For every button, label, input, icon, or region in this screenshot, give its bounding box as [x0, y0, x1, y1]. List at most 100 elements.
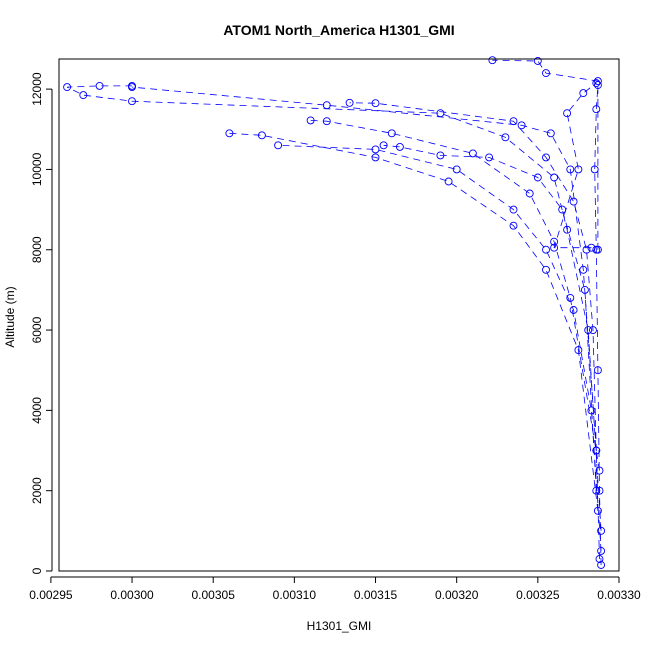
data-point: [593, 81, 602, 90]
data-point: [546, 129, 555, 138]
series-line-profile-4: [229, 132, 599, 511]
data-point: [592, 105, 601, 114]
data-point: [589, 326, 597, 335]
data-point: [563, 109, 572, 118]
data-point: [574, 165, 583, 174]
data-point: [509, 221, 518, 230]
data-point: [436, 151, 445, 160]
data-point: [550, 173, 559, 182]
series-line-profile-3: [278, 144, 602, 551]
data-point: [444, 177, 453, 186]
series-lines: [66, 59, 602, 566]
data-point: [595, 466, 604, 475]
series-line-profile-7: [131, 86, 597, 451]
y-axis: 0 2000 4000 6000 8000 10000 12000: [30, 72, 53, 574]
x-tick-label: 0.00320: [435, 588, 479, 602]
x-tick-label: 0.00330: [597, 588, 641, 602]
data-point: [533, 173, 542, 182]
series-line-profile-5: [310, 120, 600, 471]
series-line-profile-8: [492, 59, 599, 250]
y-tick-label: 4000: [30, 397, 44, 424]
data-point: [566, 293, 575, 302]
y-axis-label: Altitude (m): [3, 286, 17, 347]
data-point: [79, 91, 88, 100]
data-point: [452, 165, 461, 174]
data-point: [563, 225, 572, 234]
data-point: [580, 285, 589, 294]
data-points: [63, 56, 606, 569]
x-tick-label: 0.00325: [516, 588, 560, 602]
data-point: [525, 189, 534, 198]
y-tick-label: 12000: [30, 72, 44, 106]
data-point: [558, 205, 567, 214]
data-point: [550, 237, 559, 246]
data-point: [595, 555, 604, 563]
data-point: [379, 141, 388, 150]
data-point: [593, 77, 602, 86]
series-line-profile-6: [66, 85, 602, 531]
chart-title: ATOM1 North_America H1301_GMI: [223, 22, 454, 38]
data-point: [322, 101, 331, 110]
x-axis: 0.00295 0.00300 0.00305 0.00310 0.00315 0.003…: [29, 576, 641, 602]
data-point: [63, 83, 72, 92]
data-point: [597, 526, 606, 535]
data-point: [582, 245, 591, 254]
data-point: [128, 97, 136, 106]
data-point: [468, 149, 477, 158]
data-point: [509, 205, 518, 214]
plot-frame: [58, 58, 620, 572]
data-point: [569, 306, 578, 314]
data-point: [579, 89, 588, 98]
data-point: [569, 197, 578, 206]
data-point: [542, 245, 550, 254]
x-tick-label: 0.00305: [192, 588, 236, 602]
data-point: [371, 145, 380, 154]
data-point: [584, 326, 593, 335]
data-point: [257, 131, 266, 140]
data-point: [371, 99, 380, 108]
x-tick-label: 0.00300: [110, 588, 154, 602]
data-point: [597, 561, 606, 569]
data-point: [579, 265, 588, 274]
x-axis-label: H1301_GMI: [307, 619, 372, 633]
data-point: [322, 117, 331, 126]
data-point: [593, 366, 602, 375]
data-point: [533, 57, 542, 65]
data-point: [225, 129, 234, 138]
series-line-profile-2: [349, 102, 600, 560]
data-point: [517, 121, 526, 130]
data-point: [592, 446, 601, 455]
data-point: [501, 133, 510, 142]
data-point: [371, 153, 380, 162]
y-tick-label: 2000: [30, 477, 44, 504]
data-point: [587, 243, 596, 252]
data-point: [95, 81, 104, 90]
data-point: [345, 98, 354, 107]
data-point: [592, 79, 601, 88]
series-line-profile-10: [383, 144, 597, 491]
data-point: [566, 165, 575, 174]
data-point: [436, 109, 445, 118]
x-tick-label: 0.00295: [29, 588, 73, 602]
data-point: [590, 165, 599, 174]
data-point: [387, 129, 396, 138]
data-point: [593, 506, 602, 515]
data-point: [595, 486, 604, 495]
data-point: [592, 486, 601, 495]
data-point: [488, 56, 497, 65]
data-point: [128, 83, 136, 92]
y-tick-label: 8000: [30, 236, 44, 263]
data-point: [550, 243, 559, 252]
data-point: [542, 69, 550, 78]
x-tick-label: 0.00310: [273, 588, 317, 602]
data-point: [274, 141, 283, 150]
data-point: [587, 406, 596, 415]
data-point: [542, 153, 550, 162]
y-tick-label: 0: [30, 567, 44, 574]
data-point: [485, 153, 494, 162]
data-point: [395, 142, 404, 151]
series-line-profile-9: [553, 82, 597, 249]
y-tick-label: 10000: [30, 152, 44, 186]
data-point: [542, 265, 550, 274]
